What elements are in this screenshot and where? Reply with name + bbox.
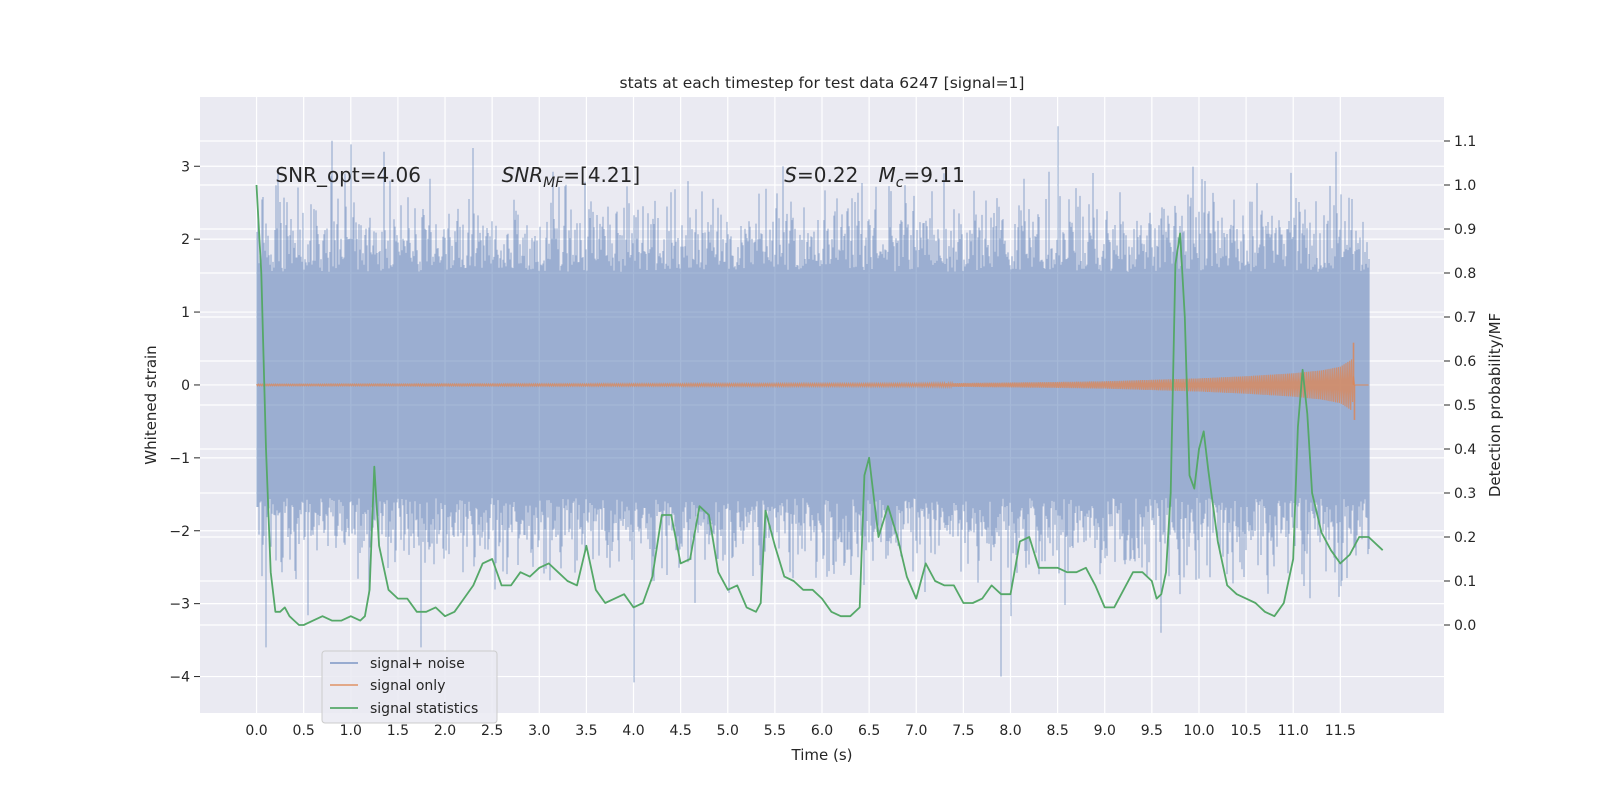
annotation-spin: S=0.22 [784,163,858,187]
y-tick-label: 3 [181,159,190,175]
y2-ticks: 0.0 0.1 0.2 0.3 0.4 0.5 0.6 0.7 0.8 0.9 1.0 1.1 [1444,134,1476,634]
x-tick-label: 3.0 [528,723,550,739]
x-tick-label: 3.5 [575,723,597,739]
y-tick-label: −2 [169,524,190,540]
x-tick-label: 2.0 [434,723,456,739]
legend-box [321,650,498,724]
x-tick-label: 5.5 [764,723,786,739]
legend: signal+ noise signal only signal statist… [321,650,498,724]
y2-axis-label: Detection probability/MF [1486,313,1504,497]
y2-tick-label: 0.2 [1454,530,1476,546]
signal-statistics-line [255,184,1384,626]
signal-only-trace [256,359,1369,410]
x-tick-label: 4.0 [622,723,644,739]
series-signal-only [256,342,1369,420]
x-tick-label: 9.0 [1094,723,1116,739]
x-tick-label: 8.0 [999,723,1021,739]
series [255,126,1384,683]
x-tick-label: 8.5 [1046,723,1068,739]
y-tick-label: −1 [169,451,190,467]
y2-tick-label: 1.1 [1454,134,1476,150]
y2-tick-label: 0.1 [1454,574,1476,590]
annotation-snr-opt: SNR_opt=4.06 [275,163,421,187]
x-tick-label: 10.0 [1183,723,1214,739]
y2-tick-label: 0.8 [1454,266,1476,282]
series-signal-statistics [255,184,1384,626]
x-tick-label: 0.0 [245,723,267,739]
legend-label-signal-only: signal only [370,678,445,694]
x-tick-label: 6.0 [811,723,833,739]
x-tick-label: 10.5 [1231,723,1262,739]
y-tick-label: 1 [181,305,190,321]
y2-tick-label: 0.9 [1454,222,1476,238]
x-tick-label: 11.5 [1325,723,1356,739]
y-tick-label: 2 [181,232,190,248]
x-tick-label: 0.5 [293,723,315,739]
x-tick-label: 7.5 [952,723,974,739]
y2-tick-label: 0.6 [1454,354,1476,370]
legend-label-signal-noise: signal+ noise [370,656,465,672]
annotation-chirp-mass: Mc=9.11 [879,163,965,191]
annotation-snr-mf: SNRMF=[4.21] [502,163,641,191]
y-tick-label: −4 [169,670,190,686]
y-axis-label: Whitened strain [142,345,160,464]
x-ticks: 0.0 0.5 1.0 1.5 2.0 2.5 3.0 3.5 4.0 4.5 5.0 5.5 6.0 6… [245,723,1356,739]
y2-tick-label: 1.0 [1454,178,1476,194]
x-axis-label: Time (s) [791,746,853,764]
x-tick-label: 6.5 [858,723,880,739]
legend-label-signal-statistics: signal statistics [370,701,478,717]
y-tick-label: 0 [181,378,190,394]
y2-tick-label: 0.7 [1454,310,1476,326]
x-tick-label: 1.5 [387,723,409,739]
y2-tick-label: 0.4 [1454,442,1476,458]
y-ticks: −4 −3 −2 −1 0 1 2 3 [169,159,200,686]
y2-tick-label: 0.5 [1454,398,1476,414]
x-tick-label: 1.0 [340,723,362,739]
x-tick-label: 11.0 [1278,723,1309,739]
y2-tick-label: 0.0 [1454,618,1476,634]
chart-title: stats at each timestep for test data 624… [620,74,1025,92]
y-tick-label: −3 [169,597,190,613]
y2-tick-label: 0.3 [1454,486,1476,502]
x-tick-label: 7.0 [905,723,927,739]
x-tick-label: 4.5 [670,723,692,739]
x-tick-label: 5.0 [717,723,739,739]
annotations: SNR_opt=4.06 SNRMF=[4.21] S=0.22 Mc=9.11 [275,163,964,191]
x-tick-label: 2.5 [481,723,503,739]
x-tick-label: 9.5 [1141,723,1163,739]
